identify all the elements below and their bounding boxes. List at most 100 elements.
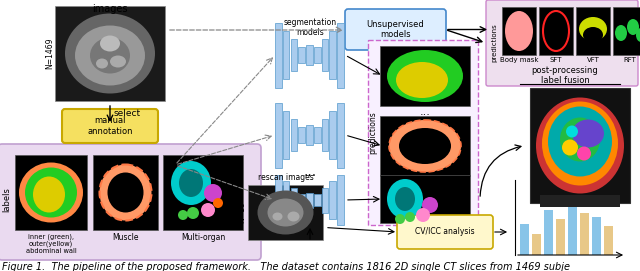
Ellipse shape — [268, 198, 303, 227]
Ellipse shape — [171, 161, 211, 205]
Ellipse shape — [201, 203, 215, 217]
FancyBboxPatch shape — [248, 185, 323, 240]
FancyBboxPatch shape — [532, 234, 541, 255]
FancyBboxPatch shape — [314, 127, 321, 143]
FancyBboxPatch shape — [556, 219, 565, 255]
Text: SFT: SFT — [550, 57, 563, 63]
Ellipse shape — [179, 169, 203, 197]
FancyBboxPatch shape — [568, 199, 577, 255]
Ellipse shape — [416, 208, 430, 222]
Text: VFT: VFT — [587, 57, 600, 63]
FancyBboxPatch shape — [275, 22, 282, 88]
FancyBboxPatch shape — [530, 88, 630, 203]
FancyBboxPatch shape — [163, 155, 243, 230]
Ellipse shape — [90, 37, 130, 73]
Ellipse shape — [204, 184, 222, 202]
FancyBboxPatch shape — [486, 0, 638, 86]
FancyBboxPatch shape — [322, 39, 328, 71]
Ellipse shape — [75, 25, 145, 85]
Ellipse shape — [422, 197, 438, 213]
FancyBboxPatch shape — [275, 175, 282, 225]
FancyBboxPatch shape — [380, 46, 470, 106]
Text: Figure 1.  The pipeline of the proposed framework.   The dataset contains 1816 2: Figure 1. The pipeline of the proposed f… — [2, 262, 570, 271]
Ellipse shape — [387, 50, 463, 102]
Text: Unsupervised
models: Unsupervised models — [367, 20, 424, 39]
FancyBboxPatch shape — [283, 181, 289, 219]
FancyBboxPatch shape — [291, 39, 297, 71]
FancyBboxPatch shape — [275, 102, 282, 167]
Text: labels: labels — [3, 188, 12, 212]
Text: manual
annotation: manual annotation — [87, 116, 132, 136]
FancyBboxPatch shape — [330, 31, 336, 79]
Ellipse shape — [536, 98, 624, 193]
FancyBboxPatch shape — [592, 217, 601, 255]
FancyBboxPatch shape — [345, 9, 446, 50]
FancyBboxPatch shape — [604, 225, 613, 255]
FancyBboxPatch shape — [580, 213, 589, 255]
FancyBboxPatch shape — [291, 188, 297, 212]
Ellipse shape — [33, 176, 65, 212]
Ellipse shape — [395, 187, 415, 211]
Ellipse shape — [96, 59, 108, 69]
FancyBboxPatch shape — [0, 144, 261, 260]
Ellipse shape — [273, 212, 282, 221]
Ellipse shape — [577, 147, 591, 160]
Ellipse shape — [583, 27, 603, 43]
Ellipse shape — [257, 191, 314, 234]
Ellipse shape — [396, 62, 448, 98]
FancyBboxPatch shape — [283, 111, 289, 159]
FancyBboxPatch shape — [298, 194, 305, 206]
FancyBboxPatch shape — [330, 111, 336, 159]
FancyBboxPatch shape — [368, 40, 478, 225]
Ellipse shape — [615, 25, 627, 41]
Ellipse shape — [399, 128, 451, 164]
Ellipse shape — [542, 102, 618, 186]
FancyBboxPatch shape — [62, 109, 158, 143]
FancyBboxPatch shape — [93, 155, 158, 230]
FancyBboxPatch shape — [298, 127, 305, 143]
FancyBboxPatch shape — [330, 181, 336, 219]
FancyBboxPatch shape — [298, 47, 305, 63]
Ellipse shape — [19, 163, 83, 222]
Text: post-processing
label fusion: post-processing label fusion — [532, 66, 598, 85]
FancyBboxPatch shape — [306, 192, 313, 208]
FancyBboxPatch shape — [576, 7, 610, 55]
Ellipse shape — [389, 120, 461, 172]
Text: predictions: predictions — [491, 24, 497, 62]
FancyBboxPatch shape — [314, 194, 321, 206]
FancyBboxPatch shape — [337, 102, 344, 167]
Text: Muscle: Muscle — [112, 233, 139, 242]
Text: predictions: predictions — [369, 111, 378, 154]
Ellipse shape — [25, 167, 77, 218]
FancyBboxPatch shape — [613, 7, 640, 55]
FancyBboxPatch shape — [291, 119, 297, 151]
FancyBboxPatch shape — [306, 45, 313, 65]
Text: ...: ... — [303, 165, 317, 179]
FancyBboxPatch shape — [55, 6, 165, 101]
Text: segmentation
models: segmentation models — [284, 18, 337, 37]
FancyBboxPatch shape — [314, 47, 321, 63]
FancyBboxPatch shape — [15, 155, 87, 230]
FancyBboxPatch shape — [337, 22, 344, 88]
Ellipse shape — [187, 207, 199, 219]
FancyBboxPatch shape — [322, 188, 328, 212]
FancyBboxPatch shape — [544, 209, 553, 255]
Ellipse shape — [108, 173, 143, 212]
FancyBboxPatch shape — [306, 125, 313, 145]
Text: inner (green),
outer(yellow)
abdominal wall: inner (green), outer(yellow) abdominal w… — [26, 233, 76, 254]
Text: select: select — [114, 109, 141, 118]
FancyBboxPatch shape — [322, 119, 328, 151]
Ellipse shape — [110, 56, 126, 67]
Ellipse shape — [405, 212, 415, 222]
FancyBboxPatch shape — [540, 195, 620, 207]
FancyBboxPatch shape — [380, 116, 470, 176]
Ellipse shape — [566, 125, 578, 137]
Text: rescan images: rescan images — [258, 173, 314, 182]
Text: N=1469: N=1469 — [45, 38, 54, 69]
FancyBboxPatch shape — [502, 7, 536, 55]
Text: CV/ICC analysis: CV/ICC analysis — [415, 227, 475, 237]
Ellipse shape — [562, 140, 578, 156]
FancyBboxPatch shape — [397, 215, 493, 249]
Ellipse shape — [395, 214, 405, 224]
Text: Body mask: Body mask — [500, 57, 538, 63]
